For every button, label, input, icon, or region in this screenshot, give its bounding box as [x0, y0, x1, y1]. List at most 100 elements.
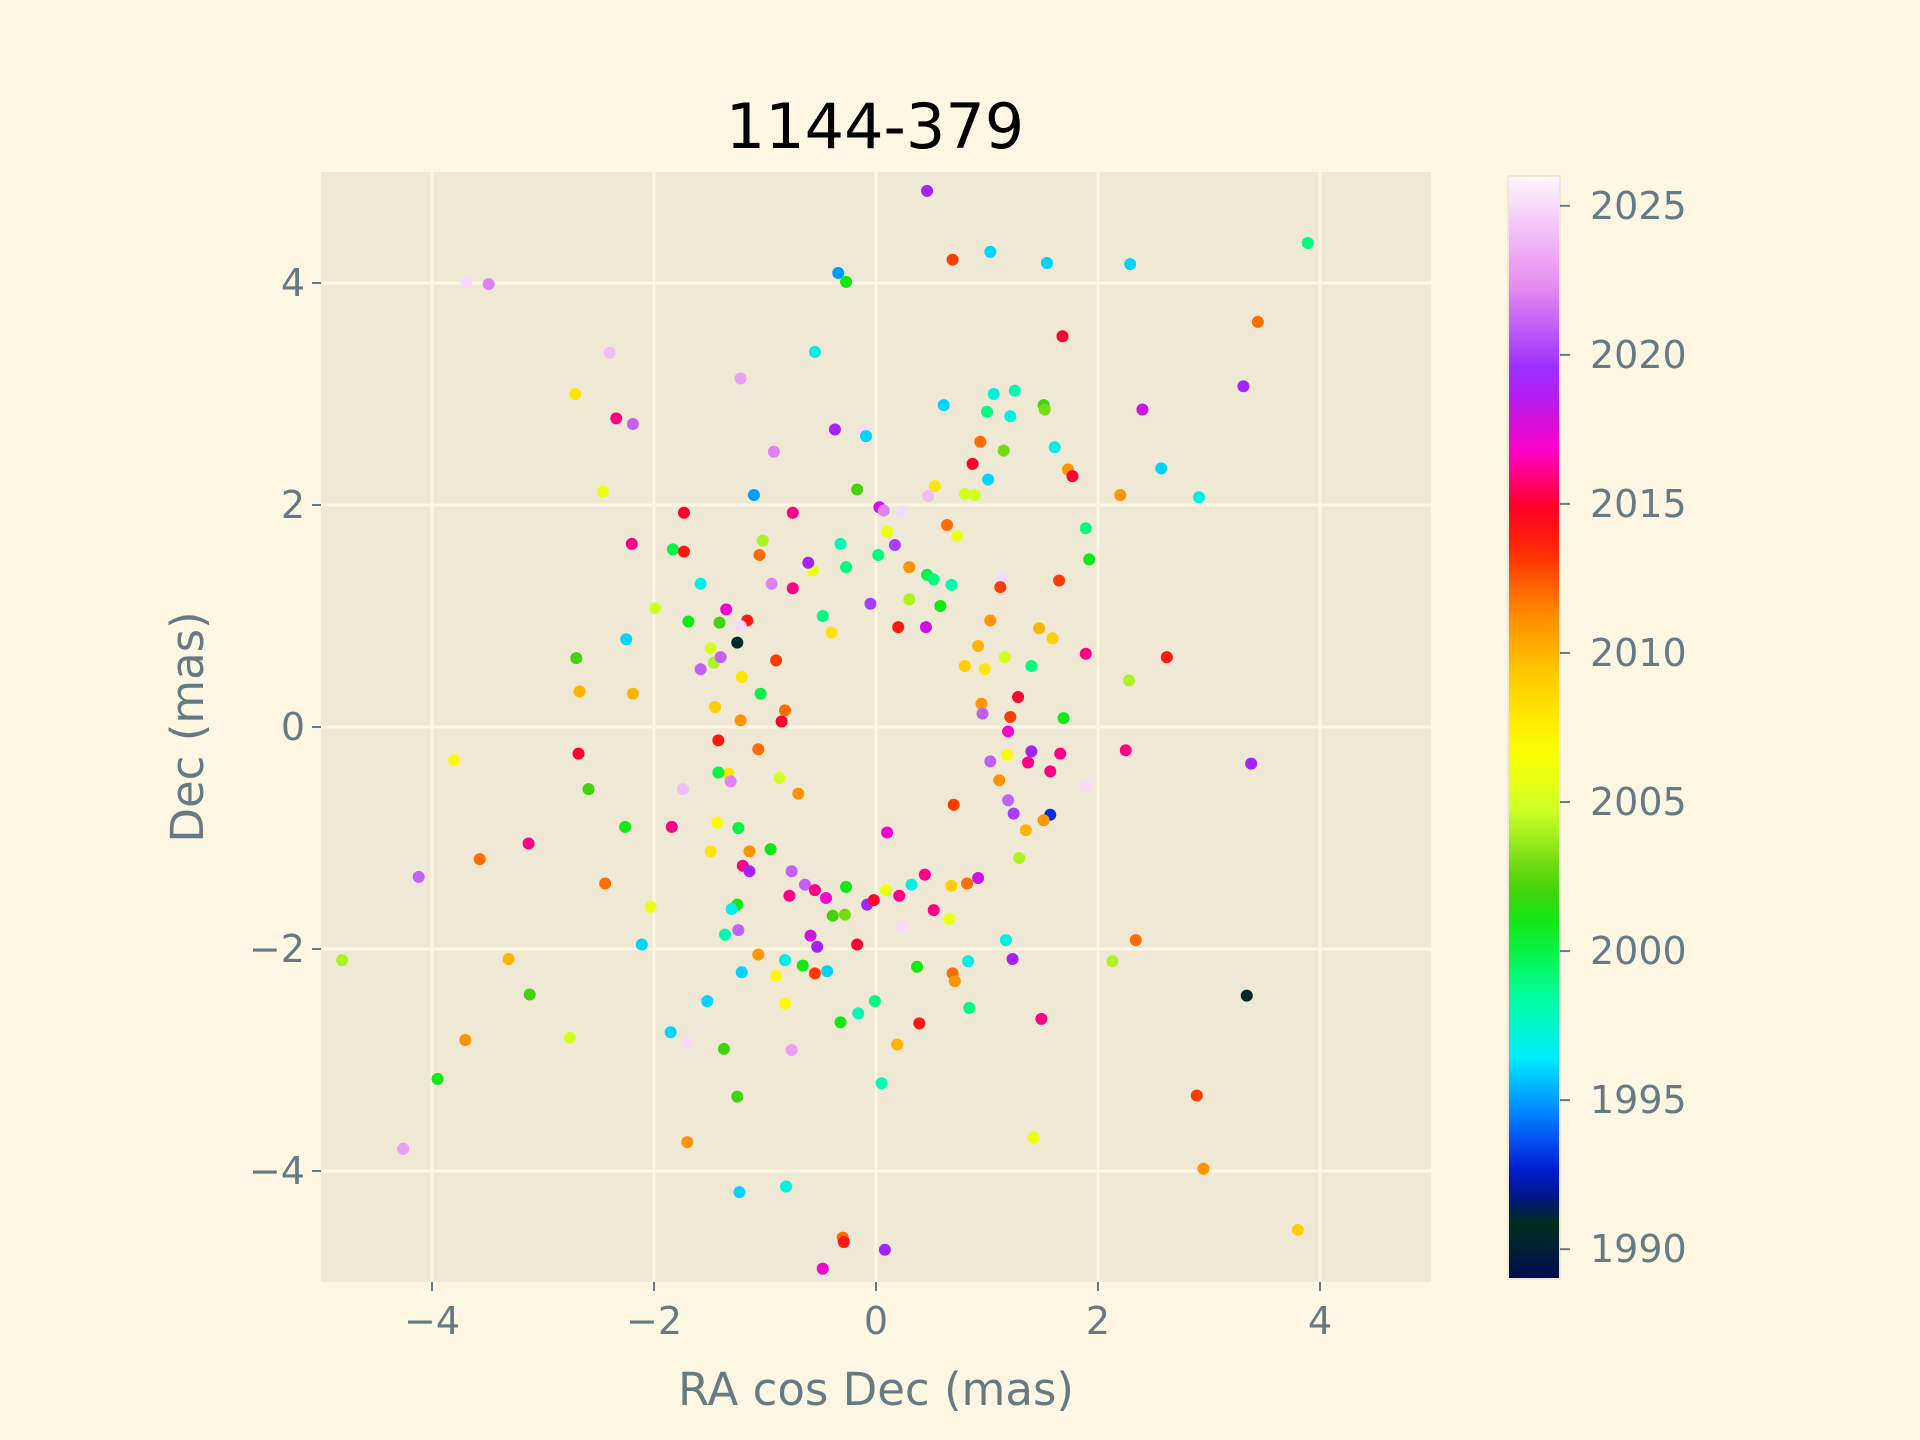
data-point	[905, 878, 918, 891]
data-point	[825, 626, 838, 639]
data-point	[826, 909, 839, 922]
data-point	[1007, 807, 1020, 820]
data-point	[922, 490, 935, 503]
data-point	[743, 865, 756, 878]
data-point	[796, 959, 809, 972]
data-point	[735, 966, 748, 979]
data-point	[1022, 756, 1035, 769]
data-point	[840, 561, 853, 574]
colorbar-tick-label: 1990	[1590, 1227, 1687, 1271]
data-point	[840, 275, 853, 288]
data-point	[626, 417, 639, 430]
data-point	[682, 615, 695, 628]
data-point	[792, 787, 805, 800]
data-point	[927, 573, 940, 586]
data-point	[851, 938, 864, 951]
data-point	[947, 798, 960, 811]
data-point	[734, 372, 747, 385]
data-point	[984, 614, 997, 627]
data-point	[820, 891, 833, 904]
data-point	[523, 988, 536, 1001]
data-point	[785, 865, 798, 878]
data-point	[767, 445, 780, 458]
data-point	[840, 880, 853, 893]
data-point	[747, 489, 760, 502]
data-point	[1048, 441, 1061, 454]
data-point	[1129, 934, 1142, 947]
data-point	[1002, 794, 1015, 807]
colorbar-tick-label: 2010	[1590, 631, 1687, 675]
data-point	[694, 577, 707, 590]
y-tick-label: 2	[281, 483, 305, 527]
data-point	[625, 537, 638, 550]
data-point	[712, 734, 725, 747]
data-point	[872, 548, 885, 561]
data-point	[1079, 779, 1092, 792]
data-point	[764, 843, 777, 856]
data-point	[998, 651, 1011, 664]
data-point	[717, 1042, 730, 1055]
data-point	[896, 920, 909, 933]
data-point	[397, 1142, 410, 1155]
data-point	[851, 483, 864, 496]
data-point	[753, 548, 766, 561]
data-point	[563, 1031, 576, 1044]
data-point	[1136, 403, 1149, 416]
data-point	[635, 938, 648, 951]
data-point	[934, 600, 947, 613]
data-point	[1079, 647, 1092, 660]
data-point	[945, 578, 958, 591]
data-point	[1040, 257, 1053, 270]
axis-ticks: −4 −2 0 2 4 −4 −2 0 2 4	[249, 261, 1332, 1343]
y-axis-label: Dec (mas)	[161, 611, 214, 842]
data-point	[731, 1090, 744, 1103]
data-point	[765, 577, 778, 590]
data-point	[665, 820, 678, 833]
data-point	[502, 952, 515, 965]
data-point	[756, 534, 769, 547]
data-point	[732, 822, 745, 835]
data-point	[881, 525, 894, 538]
data-point	[701, 995, 714, 1008]
grid	[321, 172, 1431, 1282]
data-point	[1240, 989, 1253, 1002]
data-point	[1037, 814, 1050, 827]
data-point	[828, 423, 841, 436]
data-point	[473, 853, 486, 866]
data-point	[962, 955, 975, 968]
data-point	[834, 537, 847, 550]
data-point	[837, 1236, 850, 1249]
data-point	[677, 545, 690, 558]
data-point	[752, 743, 765, 756]
data-point	[834, 1016, 847, 1029]
colorbar-tick-label: 2005	[1590, 780, 1687, 824]
data-point	[1083, 553, 1096, 566]
data-point	[1106, 955, 1119, 968]
colorbar-tick-label: 1995	[1590, 1078, 1687, 1122]
data-point	[570, 652, 583, 665]
data-point	[875, 1077, 888, 1090]
data-point	[867, 894, 880, 907]
data-point	[832, 267, 845, 280]
data-point	[1066, 470, 1079, 483]
x-tick-label: 2	[1086, 1299, 1110, 1343]
data-point	[893, 889, 906, 902]
data-point	[881, 826, 894, 839]
data-point	[997, 444, 1010, 457]
data-point	[1035, 1012, 1048, 1025]
data-point	[913, 1017, 926, 1030]
data-point	[1245, 757, 1258, 770]
data-point	[681, 1136, 694, 1149]
data-point	[891, 1038, 904, 1051]
data-point	[995, 572, 1008, 585]
data-point	[946, 253, 959, 266]
data-point	[1000, 748, 1013, 761]
data-point	[572, 747, 585, 760]
data-point	[773, 772, 786, 785]
data-point	[677, 506, 690, 519]
data-point	[816, 1262, 829, 1275]
data-point	[879, 884, 892, 897]
data-point	[798, 878, 811, 891]
data-point	[878, 1243, 891, 1256]
